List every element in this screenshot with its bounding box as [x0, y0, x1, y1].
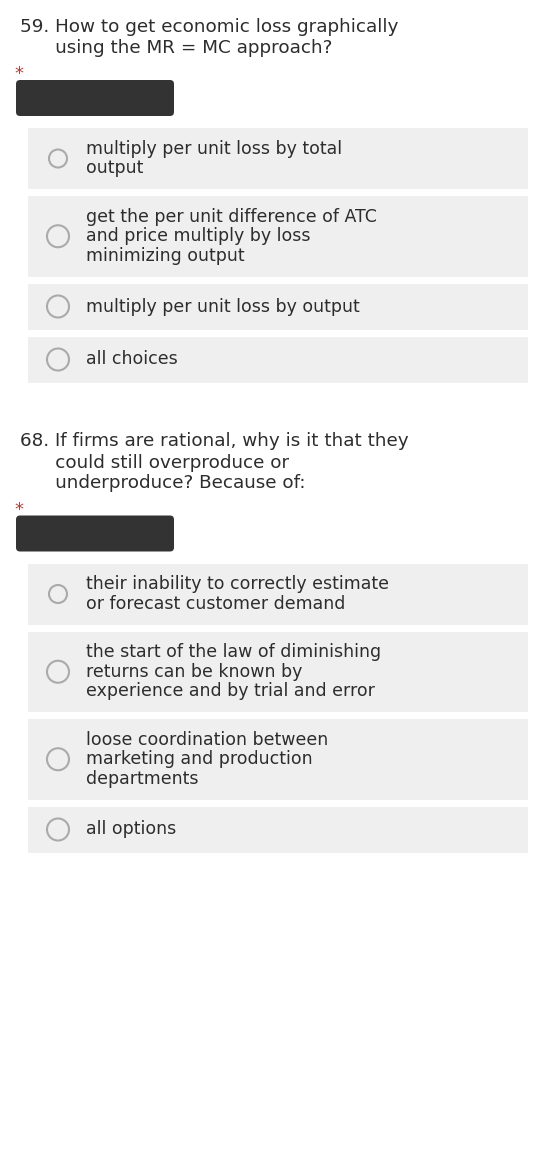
Text: minimizing output: minimizing output	[86, 247, 245, 264]
Text: or forecast customer demand: or forecast customer demand	[86, 595, 345, 612]
FancyBboxPatch shape	[28, 196, 528, 277]
Text: multiply per unit loss by total: multiply per unit loss by total	[86, 140, 342, 157]
Text: their inability to correctly estimate: their inability to correctly estimate	[86, 575, 389, 594]
Text: marketing and production: marketing and production	[86, 750, 312, 768]
FancyBboxPatch shape	[28, 719, 528, 800]
FancyBboxPatch shape	[28, 284, 528, 329]
Text: *: *	[14, 501, 23, 518]
Text: multiply per unit loss by output: multiply per unit loss by output	[86, 298, 360, 315]
FancyBboxPatch shape	[28, 336, 528, 383]
FancyBboxPatch shape	[16, 80, 174, 116]
Text: underproduce? Because of:: underproduce? Because of:	[20, 475, 305, 492]
Text: could still overproduce or: could still overproduce or	[20, 454, 289, 471]
Text: returns can be known by: returns can be known by	[86, 662, 302, 681]
FancyBboxPatch shape	[28, 807, 528, 852]
Text: experience and by trial and error: experience and by trial and error	[86, 682, 375, 700]
FancyBboxPatch shape	[28, 128, 528, 189]
Text: *: *	[14, 65, 23, 83]
Text: 59. How to get economic loss graphically: 59. How to get economic loss graphically	[20, 17, 399, 36]
Text: output: output	[86, 159, 143, 177]
Text: departments: departments	[86, 769, 198, 788]
Text: get the per unit difference of ATC: get the per unit difference of ATC	[86, 207, 377, 226]
Text: and price multiply by loss: and price multiply by loss	[86, 227, 310, 246]
FancyBboxPatch shape	[28, 563, 528, 625]
Text: using the MR = MC approach?: using the MR = MC approach?	[20, 40, 332, 57]
Text: all choices: all choices	[86, 350, 178, 369]
FancyBboxPatch shape	[16, 516, 174, 552]
Text: 68. If firms are rational, why is it that they: 68. If firms are rational, why is it tha…	[20, 433, 409, 450]
Text: loose coordination between: loose coordination between	[86, 731, 328, 748]
FancyBboxPatch shape	[28, 632, 528, 712]
Text: the start of the law of diminishing: the start of the law of diminishing	[86, 644, 381, 661]
Text: all options: all options	[86, 821, 176, 838]
